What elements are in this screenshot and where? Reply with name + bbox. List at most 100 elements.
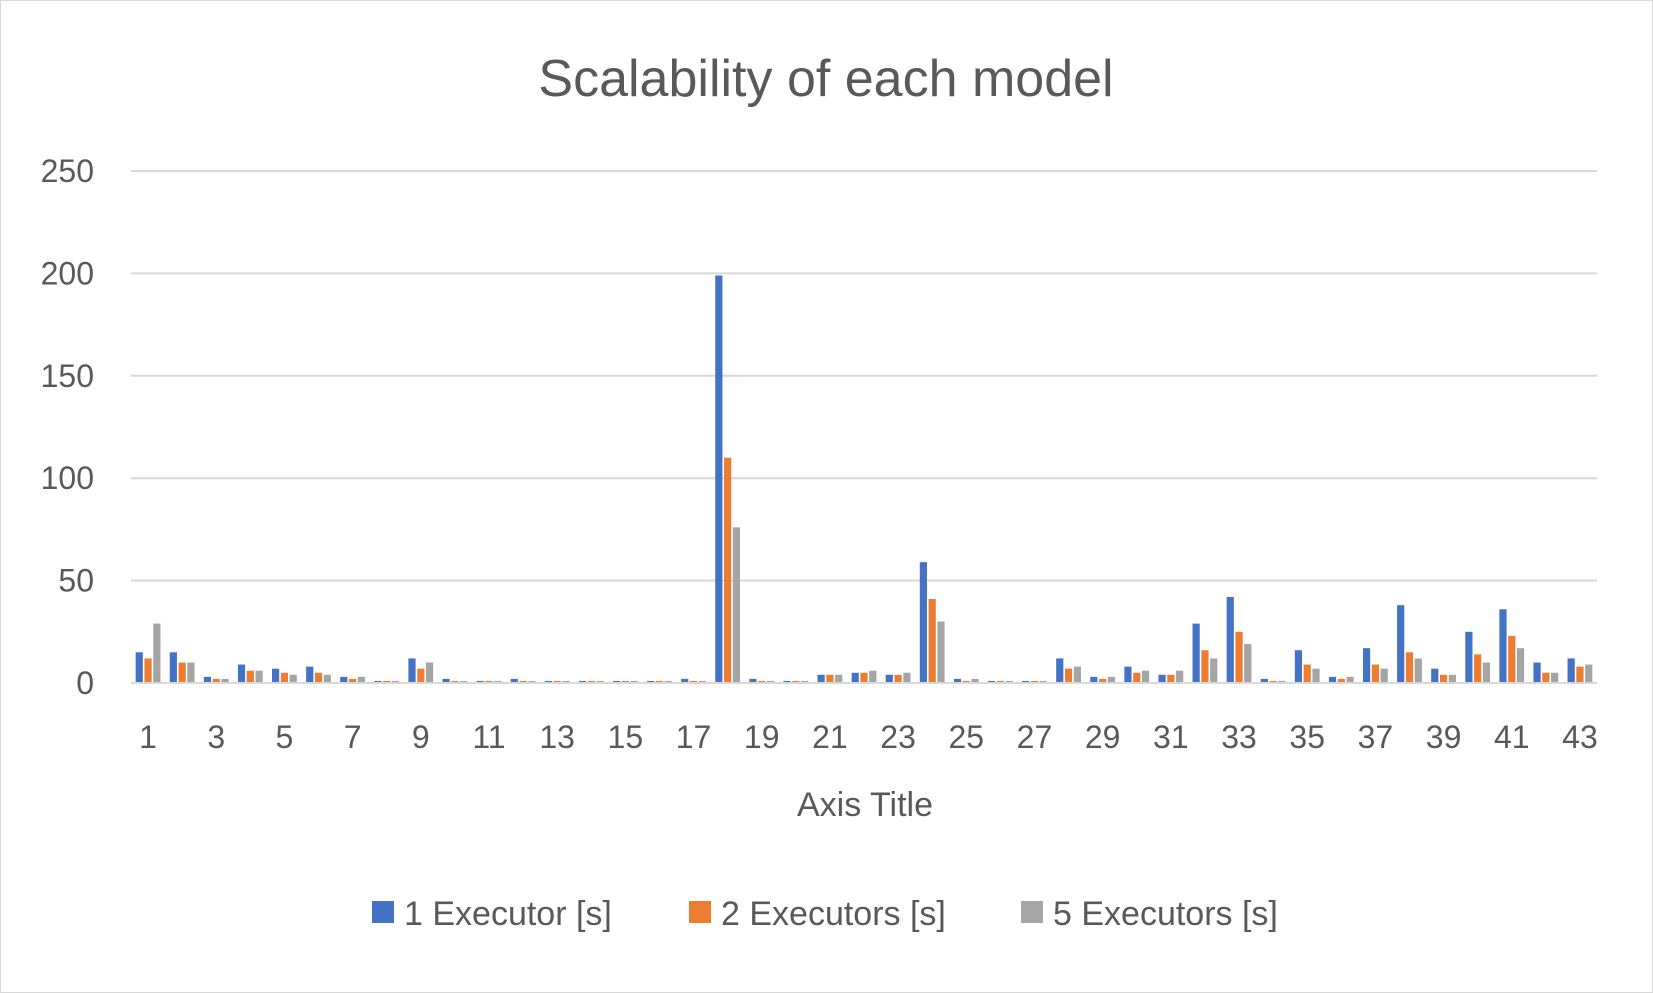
bar-3-30: [1141, 670, 1150, 683]
x-tick-label: 3: [207, 719, 225, 755]
bar-3-42: [1551, 672, 1559, 683]
x-tick-label: 13: [539, 719, 575, 755]
bar-2-32: [1201, 650, 1209, 683]
legend-swatch-2: [689, 901, 711, 923]
bar-1-26: [987, 680, 996, 683]
bar-1-25: [953, 678, 962, 683]
chart-title: Scalability of each model: [538, 50, 1113, 108]
bar-1-38: [1397, 605, 1405, 683]
bar-1-18: [715, 275, 723, 683]
bar-2-15: [621, 680, 629, 683]
bar-1-6: [306, 666, 314, 683]
bar-2-35: [1303, 664, 1311, 683]
bar-2-38: [1405, 652, 1414, 683]
bar-1-21: [817, 674, 825, 683]
bar-2-16: [655, 680, 664, 683]
x-tick-label: 19: [744, 719, 780, 755]
bar-3-28: [1073, 666, 1081, 683]
bar-3-36: [1346, 676, 1354, 683]
bar-1-1: [135, 652, 143, 683]
x-tick-label: 39: [1426, 719, 1462, 755]
bar-3-23: [903, 672, 911, 683]
y-tick-label: 250: [41, 153, 94, 189]
legend-label-1: 1 Executor [s]: [404, 895, 612, 933]
bar-3-22: [869, 670, 877, 683]
bar-3-4: [255, 670, 263, 683]
bar-3-26: [1005, 680, 1013, 683]
bar-1-27: [1022, 680, 1030, 683]
bar-1-42: [1533, 662, 1541, 683]
bar-2-31: [1167, 674, 1175, 683]
x-tick-label: 37: [1358, 719, 1394, 755]
bar-2-41: [1508, 635, 1516, 683]
bar-2-9: [417, 668, 425, 683]
bar-3-25: [971, 678, 979, 683]
bar-3-8: [391, 680, 400, 683]
bar-1-31: [1158, 674, 1166, 683]
bar-2-21: [826, 674, 834, 683]
x-tick-label: 11: [472, 719, 505, 755]
x-tick-label: 35: [1289, 719, 1325, 755]
bar-3-7: [357, 676, 365, 683]
bar-1-8: [374, 680, 382, 683]
bar-3-20: [801, 680, 809, 683]
y-tick-label: 150: [41, 358, 94, 394]
bar-1-15: [612, 680, 621, 683]
bar-3-18: [732, 527, 741, 683]
bar-3-17: [698, 680, 706, 683]
bar-3-2: [187, 662, 195, 683]
bar-3-5: [289, 674, 297, 683]
bar-1-35: [1294, 650, 1303, 683]
bar-2-27: [1030, 680, 1039, 683]
bar-2-23: [894, 674, 902, 683]
bar-1-24: [919, 562, 927, 683]
bar-3-1: [153, 623, 161, 683]
bar-2-25: [962, 680, 970, 683]
bar-2-42: [1542, 672, 1550, 683]
bar-2-3: [212, 678, 220, 683]
y-tick-label: 0: [76, 665, 94, 701]
bar-1-4: [237, 664, 246, 683]
legend-label-2: 2 Executors [s]: [721, 895, 946, 933]
bar-1-28: [1056, 658, 1064, 683]
bar-3-14: [596, 680, 604, 683]
bar-3-38: [1414, 658, 1422, 683]
legend-swatch-3: [1021, 901, 1043, 923]
bar-2-40: [1474, 654, 1482, 683]
bar-1-37: [1363, 648, 1371, 683]
bar-3-33: [1244, 644, 1252, 683]
bar-1-23: [885, 674, 893, 683]
bar-1-16: [647, 680, 655, 683]
bar-1-30: [1124, 666, 1132, 683]
x-tick-label: 1: [139, 719, 157, 755]
bar-2-28: [1064, 668, 1073, 683]
x-tick-label: 23: [880, 719, 916, 755]
bar-3-37: [1380, 668, 1388, 683]
bar-1-43: [1567, 658, 1575, 683]
bar-2-1: [144, 658, 152, 683]
bar-2-34: [1269, 680, 1277, 683]
bar-1-19: [749, 678, 757, 683]
bar-1-2: [169, 652, 177, 683]
bar-2-37: [1371, 664, 1379, 683]
y-tick-label: 200: [41, 255, 94, 291]
bar-2-11: [485, 680, 493, 683]
legend-label-3: 5 Executors [s]: [1053, 895, 1278, 933]
bar-3-35: [1312, 668, 1320, 683]
bar-1-40: [1465, 631, 1473, 683]
x-tick-label: 29: [1085, 719, 1121, 755]
bar-2-6: [314, 672, 323, 683]
gridlines: [131, 170, 1597, 582]
bar-2-30: [1133, 672, 1141, 683]
bar-1-20: [783, 680, 791, 683]
bar-1-29: [1090, 676, 1098, 683]
bar-2-5: [280, 672, 289, 683]
bar-2-33: [1235, 631, 1243, 683]
bar-3-43: [1585, 664, 1593, 683]
bar-3-9: [425, 662, 434, 683]
y-tick-label: 100: [41, 460, 94, 496]
bar-3-32: [1210, 658, 1218, 683]
bar-1-7: [340, 676, 348, 683]
